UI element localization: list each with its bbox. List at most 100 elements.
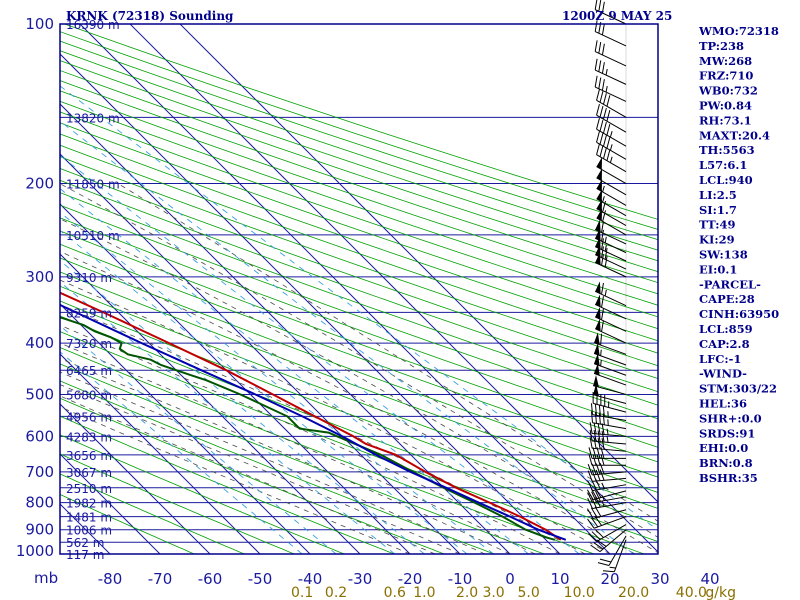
wind-barb	[594, 219, 627, 245]
pressure-tick-label: 500	[25, 385, 54, 403]
wind-barb	[587, 490, 627, 504]
wind-barb-staff	[596, 177, 627, 196]
wind-barb-feather	[595, 490, 601, 502]
sounding-index: -PARCEL-	[699, 277, 761, 291]
wind-barb-staff	[592, 496, 627, 504]
wind-barb-staff	[592, 414, 627, 422]
wind-barb-staff	[593, 394, 627, 404]
wind-barb-flag	[595, 294, 601, 308]
height-label: 10510 m	[66, 229, 120, 243]
wind-barb-half-feather	[601, 500, 605, 507]
wind-barb-feather	[587, 498, 593, 509]
wind-barb-staff	[596, 217, 627, 236]
wind-barb-staff	[592, 502, 627, 510]
wind-barb	[594, 281, 627, 307]
wind-barb	[594, 75, 627, 102]
sounding-index: L57:6.1	[699, 158, 747, 172]
wind-barb-feather	[606, 149, 611, 161]
dry-adiabat	[60, 257, 658, 478]
moist-adiabat	[60, 395, 436, 554]
wind-barb-feather	[602, 570, 615, 573]
wind-barb-staff	[592, 440, 627, 445]
pressure-tick-label: 100	[25, 15, 54, 33]
dry-adiabat	[60, 217, 658, 434]
wind-barb-feather	[595, 529, 604, 538]
wind-barb-feather	[591, 491, 597, 503]
wind-barb-staff	[613, 539, 627, 572]
mixing-ratio-label: 2.0	[456, 585, 478, 600]
sounding-index: SHR+:0.0	[699, 411, 762, 425]
pressure-tick-label: 900	[25, 521, 54, 539]
wind-barb	[602, 539, 627, 573]
wind-barb-feather	[601, 229, 604, 242]
wind-barb-feather	[594, 75, 598, 88]
wind-barb-feather	[602, 210, 607, 222]
wind-barb-flag	[593, 384, 599, 397]
profile-lines	[60, 291, 567, 541]
wind-barb-half-feather	[609, 566, 616, 569]
sounding-index: CAP:2.8	[699, 337, 750, 351]
wind-barb	[594, 318, 627, 344]
wind-barb	[588, 524, 627, 543]
wind-barb-flag	[594, 332, 600, 345]
wind-barb-feather	[601, 430, 605, 443]
wind-barb	[596, 178, 627, 206]
sounding-index: TP:238	[699, 39, 744, 53]
wind-barb-feather	[601, 254, 604, 266]
moist-adiabat	[60, 357, 511, 554]
wind-barb-feather	[587, 463, 593, 476]
wind-barb-feather	[598, 41, 602, 54]
wind-barb-feather	[594, 412, 597, 424]
wind-barb	[587, 469, 627, 482]
wind-barb-feather	[590, 517, 599, 528]
dry-adiabat	[60, 80, 658, 284]
wind-barb-feather	[597, 422, 601, 435]
temperature-tick-label: 20	[600, 570, 619, 588]
wind-barb-feather	[602, 147, 607, 159]
wind-barb-half-feather	[600, 349, 602, 356]
wind-barb	[590, 411, 627, 430]
wind-barb-staff	[592, 432, 627, 437]
wind-barb	[596, 189, 627, 217]
isotherm-line	[60, 453, 161, 554]
wind-barb-feather	[602, 135, 607, 147]
wind-barb-feather	[598, 0, 602, 12]
wind-barb-feather	[590, 507, 598, 518]
dry-adiabat	[60, 133, 658, 342]
wind-barb-feather	[602, 405, 605, 417]
wind-barb-feather	[599, 91, 604, 103]
isotherm-line	[60, 103, 511, 554]
pressure-tick-label: 600	[25, 427, 54, 445]
mixing-ratio-label: 0.6	[384, 585, 406, 600]
wind-barb-feather	[599, 558, 612, 563]
sounding-index: LCL:940	[699, 173, 753, 187]
mixing-ratio-line	[60, 260, 425, 554]
wind-barb-feather	[594, 40, 598, 52]
height-label: 1982 m	[66, 497, 112, 511]
sounding-index: -WIND-	[699, 367, 747, 381]
wind-barb-feather	[601, 308, 604, 320]
wind-barb-feather	[599, 469, 605, 481]
wind-barb-staff	[596, 141, 627, 160]
wind-barb-flag	[594, 343, 600, 356]
isotherm-line	[60, 403, 211, 554]
temperature-tick-label: 40	[700, 570, 719, 588]
temperature-tick-label: 30	[650, 570, 669, 588]
station-title: KRNK (72318) Sounding	[66, 9, 234, 23]
wind-barb-feather	[597, 430, 601, 442]
wind-barb-flag	[594, 353, 600, 366]
wind-barb	[597, 535, 627, 566]
sounding-index: CINH:63950	[699, 307, 779, 321]
moist-adiabat	[60, 342, 536, 554]
wind-barb-feather	[587, 518, 595, 529]
height-label: 13820 m	[66, 111, 120, 125]
wind-barb	[589, 437, 627, 452]
isotherm-line	[60, 203, 411, 554]
isotherm-line	[129, 24, 658, 553]
wind-barb-feather	[590, 403, 594, 415]
pressure-tick-label: 200	[25, 175, 54, 193]
wind-barb	[593, 353, 627, 376]
wind-barb	[586, 506, 627, 520]
sounding-index: EI:0.1	[699, 262, 737, 276]
wind-barb-feather	[594, 58, 598, 71]
